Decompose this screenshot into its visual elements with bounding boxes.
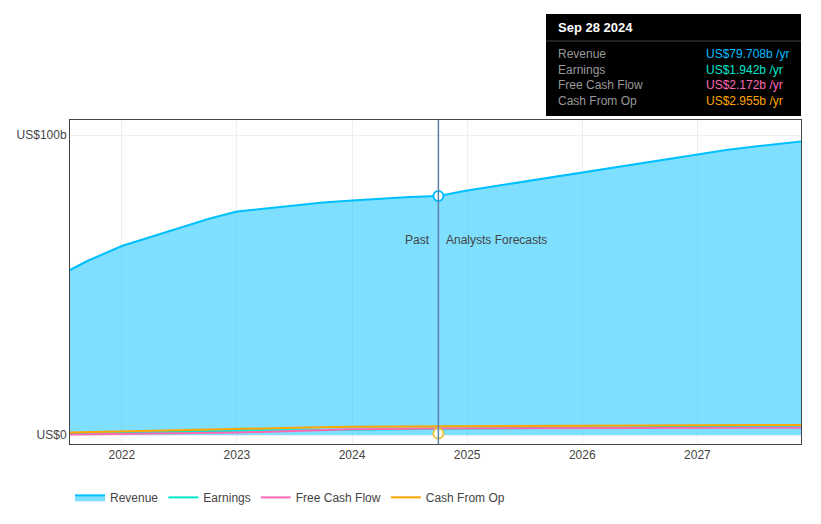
- svg-text:Analysts Forecasts: Analysts Forecasts: [446, 233, 547, 247]
- svg-text:2025: 2025: [454, 448, 481, 462]
- svg-text:RevenueEarningsFree Cash FlowC: RevenueEarningsFree Cash FlowCash From O…: [558, 47, 643, 108]
- svg-text:Earnings: Earnings: [203, 491, 250, 505]
- svg-text:Cash From Op: Cash From Op: [426, 491, 505, 505]
- svg-text:2024: 2024: [339, 448, 366, 462]
- svg-text:Free Cash Flow: Free Cash Flow: [296, 491, 381, 505]
- svg-text:Sep 28 2024: Sep 28 2024: [558, 20, 633, 35]
- svg-text:2023: 2023: [224, 448, 251, 462]
- svg-text:Past: Past: [405, 233, 430, 247]
- svg-text:US$79.708b /yrUS$1.942b /yrUS$: US$79.708b /yrUS$1.942b /yrUS$2.172b /yr…: [706, 47, 789, 108]
- svg-text:Revenue: Revenue: [110, 491, 158, 505]
- svg-text:US$0: US$0: [37, 428, 67, 442]
- svg-text:2027: 2027: [684, 448, 711, 462]
- svg-text:2026: 2026: [569, 448, 596, 462]
- svg-text:2022: 2022: [108, 448, 135, 462]
- svg-text:US$100b: US$100b: [17, 128, 67, 142]
